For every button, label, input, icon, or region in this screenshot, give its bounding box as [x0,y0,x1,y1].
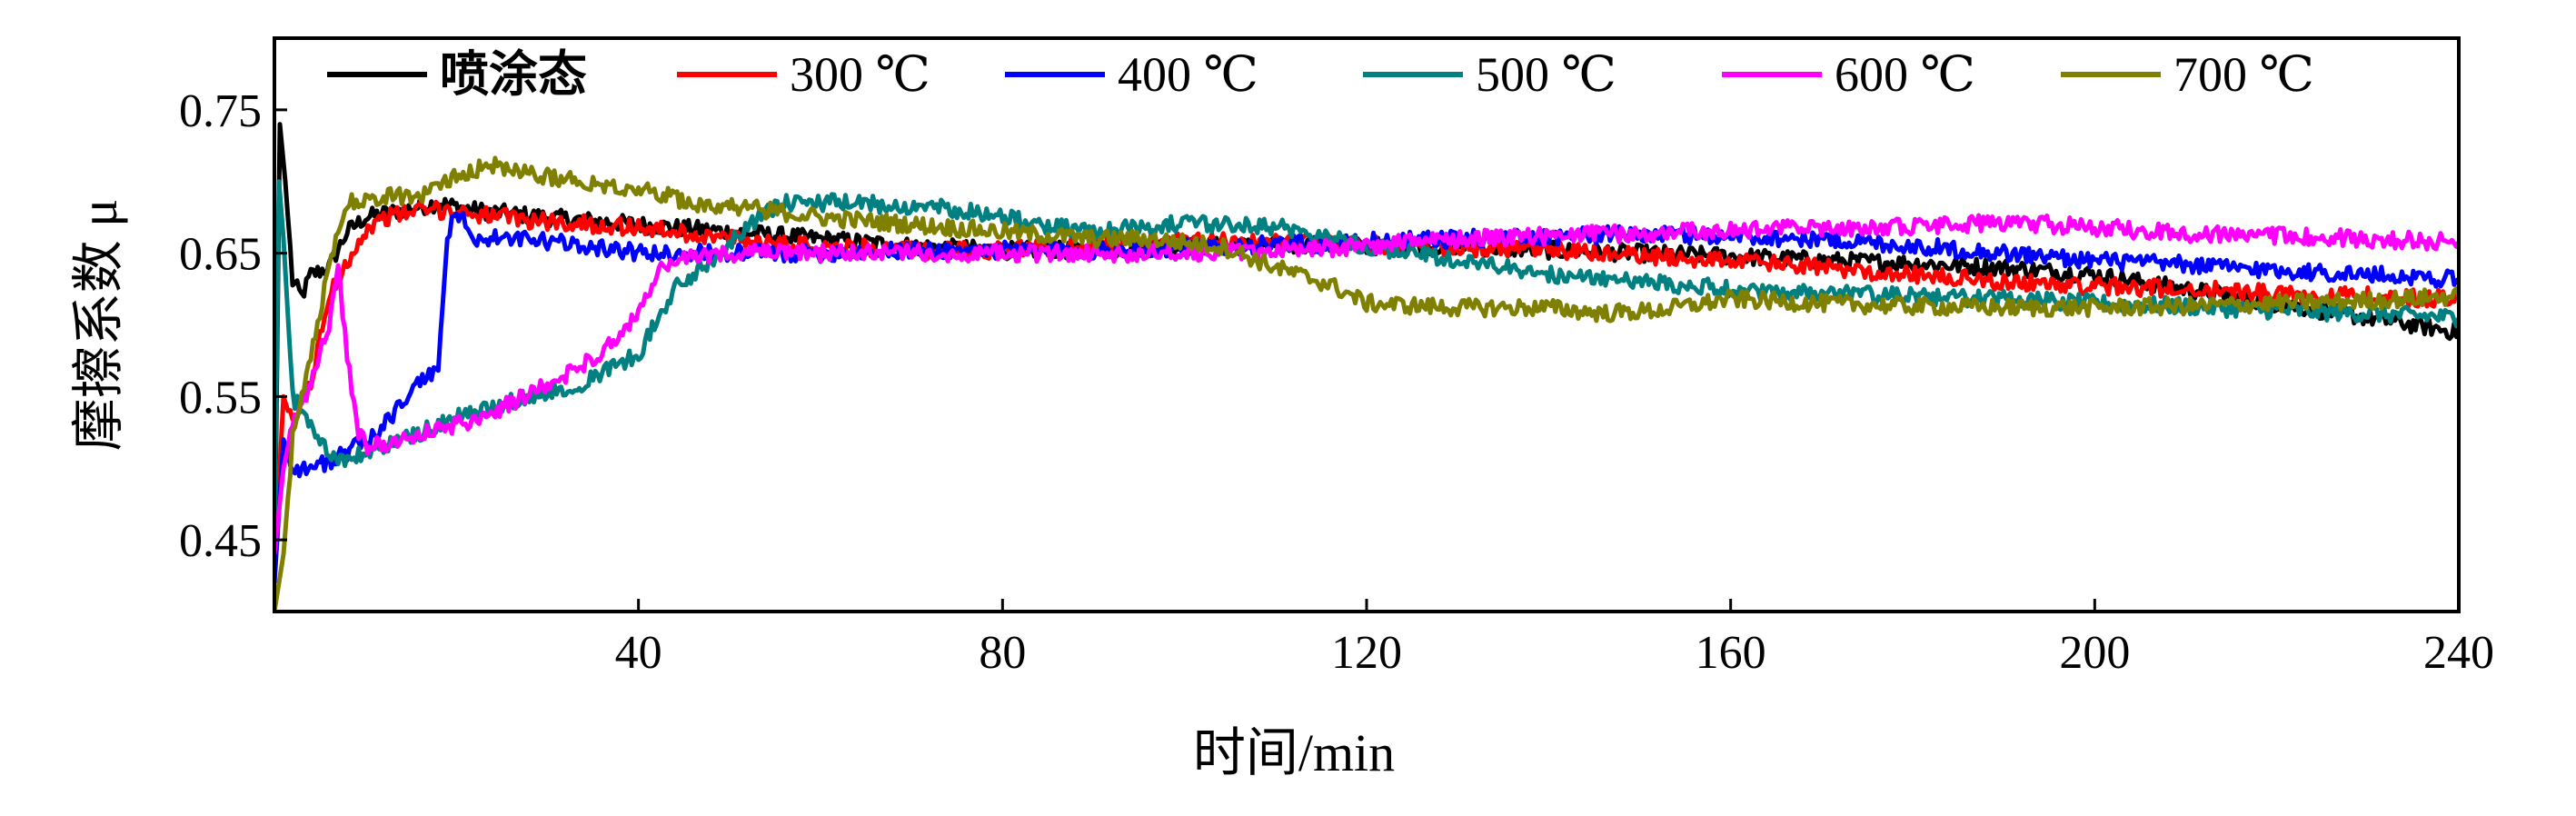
y-tick-label: 0.45 [179,515,262,567]
series-line-6 [274,155,2459,612]
legend-label: 600 ℃ [1835,47,1975,102]
x-tick-label: 200 [2059,627,2130,679]
y-tick-label: 0.65 [179,229,262,281]
x-axis-title: 时间/min [1193,723,1395,782]
legend-label: 700 ℃ [2173,47,2314,102]
legend-label: 喷涂态 [440,47,587,102]
x-tick-label: 40 [615,627,662,679]
x-tick-label: 160 [1696,627,1766,679]
axis-ticks: 40 80 120 160 200 240 0.45 0.55 0.65 0.75 [179,85,2494,679]
legend-label: 400 ℃ [1118,47,1258,102]
legend-label: 300 ℃ [790,47,930,102]
plot-frame [273,36,2461,613]
y-tick-label: 0.55 [179,372,262,423]
series-line-3 [274,211,2459,583]
y-axis-title: 摩擦系数 μ [69,199,128,452]
legend-label: 500 ℃ [1476,47,1616,102]
series-lines [274,122,2459,612]
y-tick-label: 0.75 [179,85,262,137]
x-tick-label: 240 [2423,627,2494,679]
x-tick-label: 80 [979,627,1026,679]
x-tick-label: 120 [1331,627,1402,679]
series-line-5 [274,213,2459,555]
legend: 喷涂态 300 ℃ 400 ℃ 500 ℃ 600 ℃ 700 ℃ [327,47,2314,102]
